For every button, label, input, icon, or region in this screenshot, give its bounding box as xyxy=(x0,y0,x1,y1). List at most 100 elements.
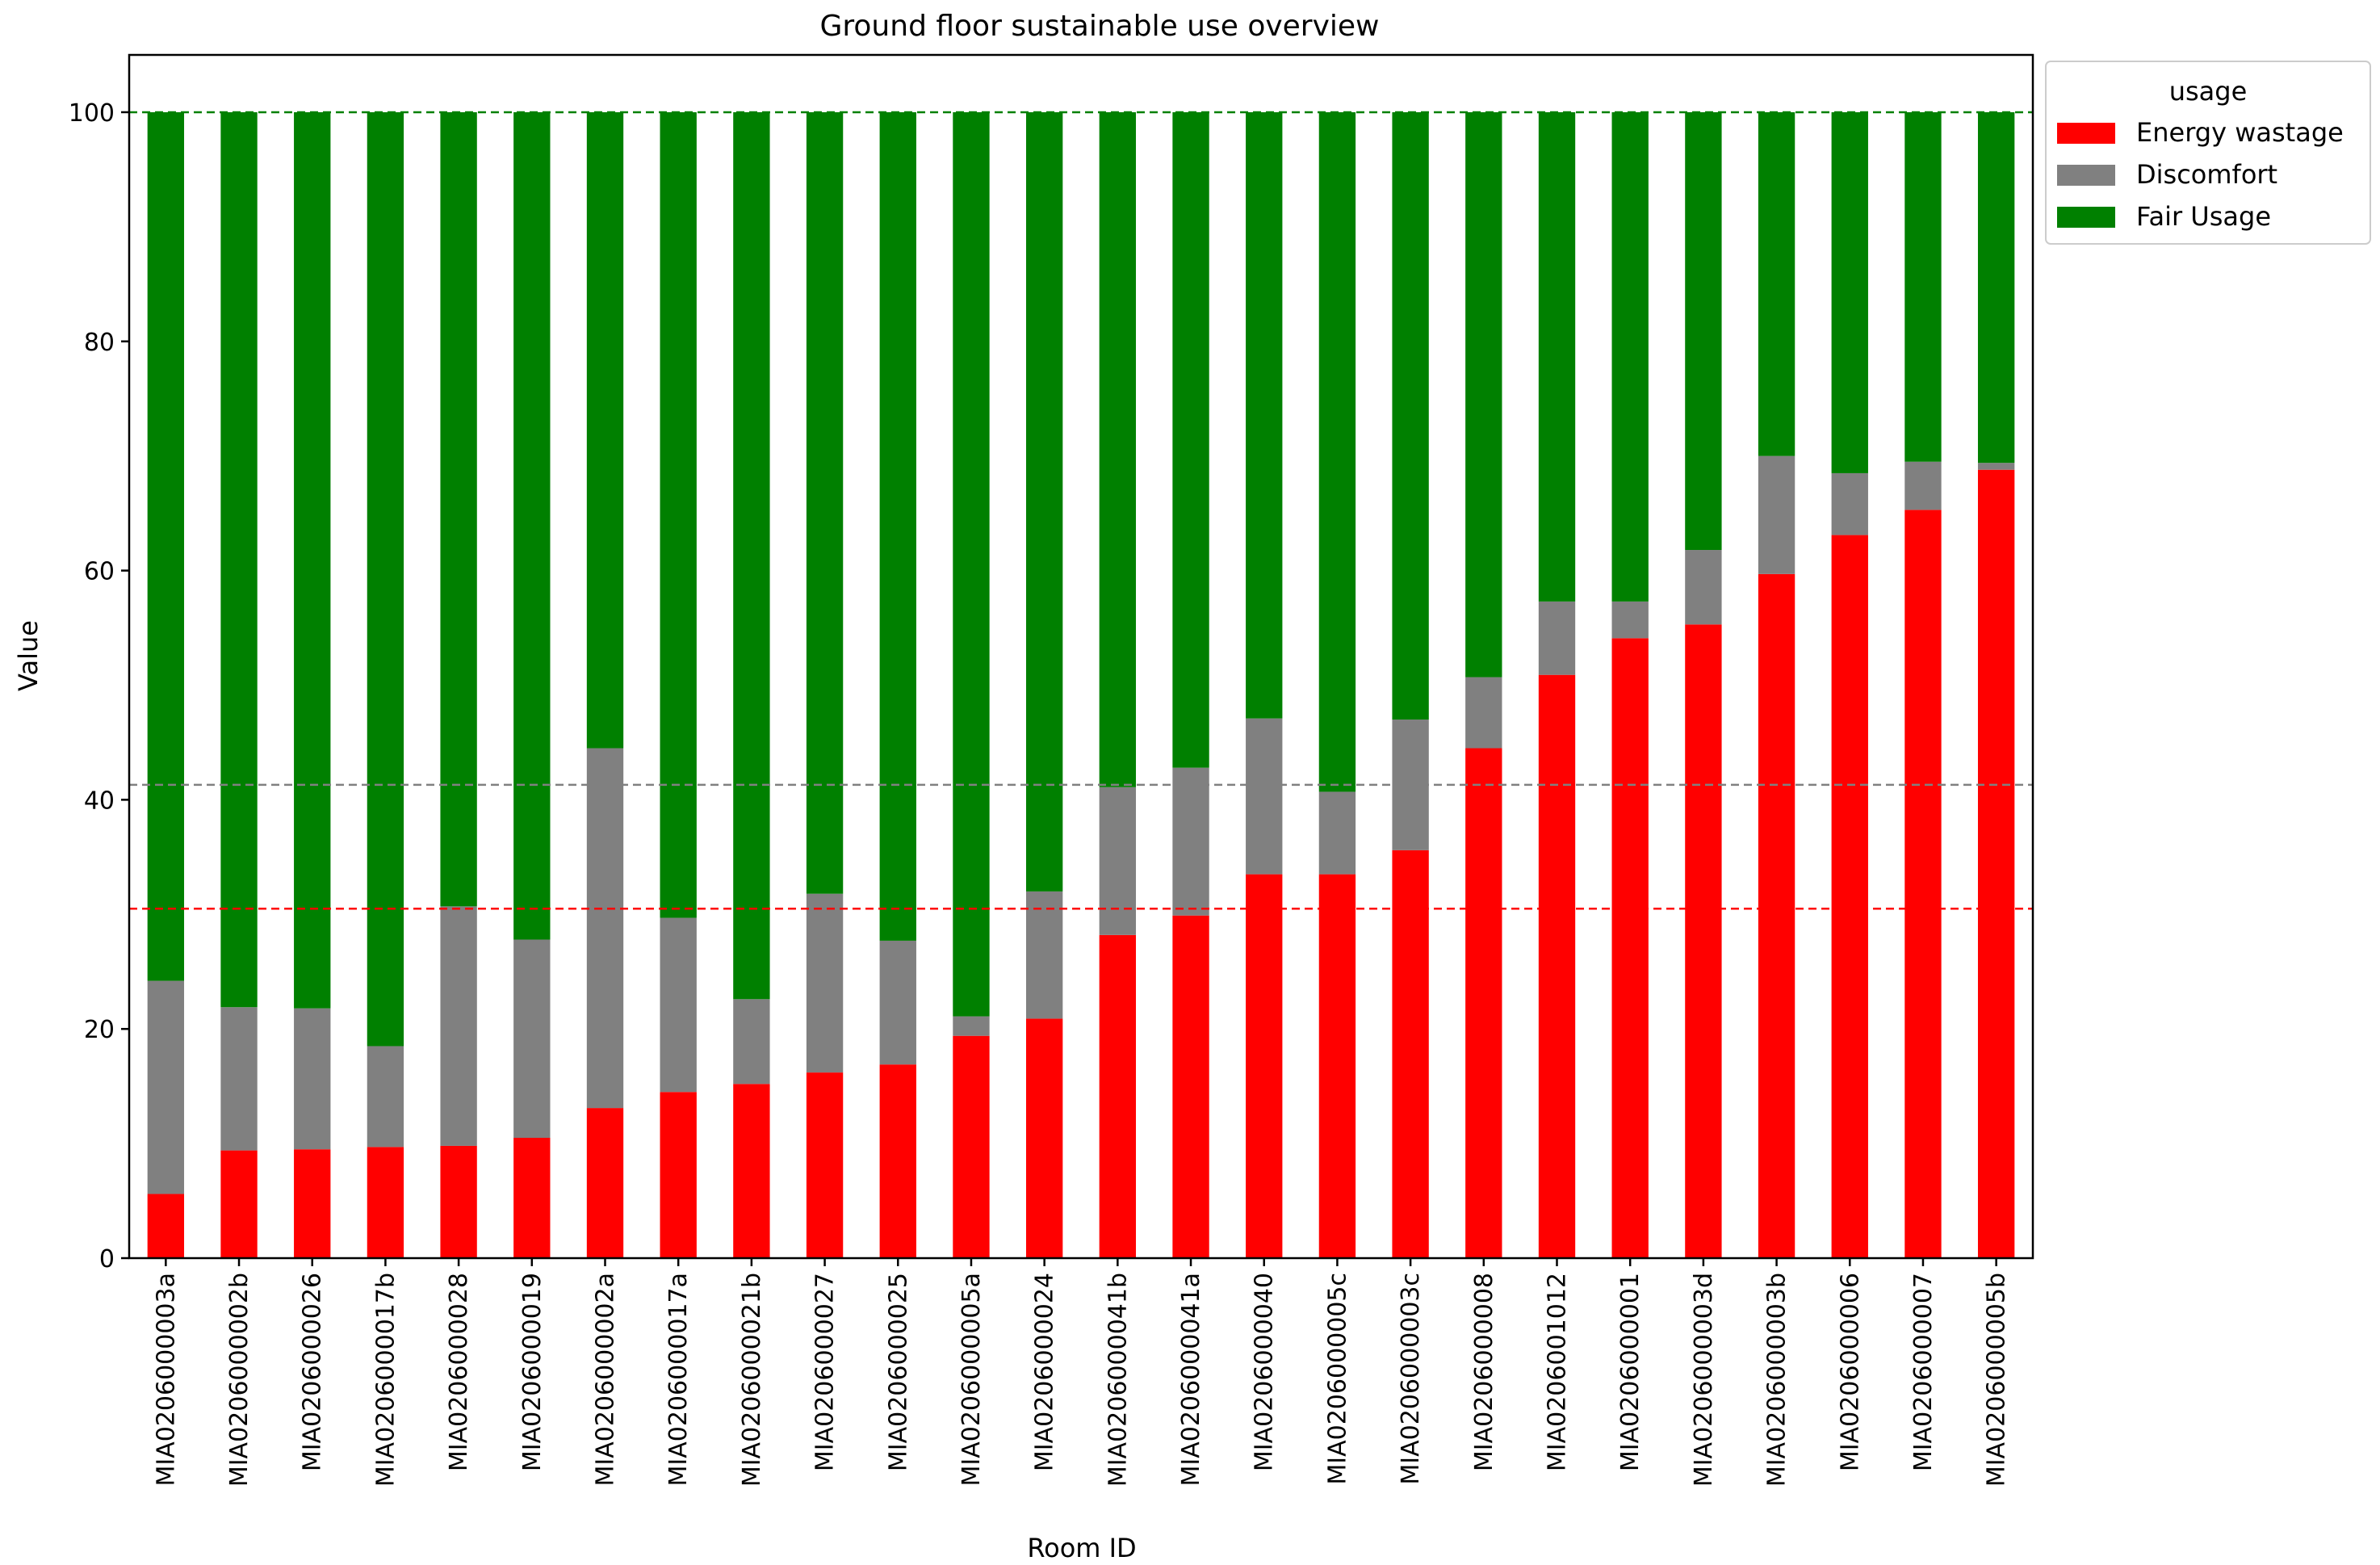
x-tick-label-20: MIA0206000001 xyxy=(1616,1273,1645,1471)
bar-fair-usage-5 xyxy=(513,111,551,940)
bar-discomfort-11 xyxy=(953,1016,990,1036)
bar-energy-wastage-14 xyxy=(1172,915,1209,1258)
y-tick-label-40: 40 xyxy=(84,787,115,815)
bar-fair-usage-9 xyxy=(806,111,844,894)
bar-energy-wastage-17 xyxy=(1392,850,1429,1258)
bar-energy-wastage-18 xyxy=(1465,748,1502,1258)
bar-fair-usage-12 xyxy=(1025,111,1063,892)
bar-discomfort-6 xyxy=(586,748,624,1109)
bar-energy-wastage-10 xyxy=(879,1064,916,1258)
bar-fair-usage-24 xyxy=(1904,111,1942,462)
bar-discomfort-24 xyxy=(1904,461,1942,510)
x-tick-label-22: MIA0206000003b xyxy=(1763,1273,1791,1487)
bar-discomfort-0 xyxy=(147,980,185,1194)
bar-energy-wastage-22 xyxy=(1758,573,1795,1258)
x-axis-label: Room ID xyxy=(1027,1533,1136,1563)
x-tick-label-2: MIA0206000026 xyxy=(299,1273,327,1471)
bar-fair-usage-16 xyxy=(1318,111,1356,792)
bar-energy-wastage-9 xyxy=(806,1072,844,1258)
bar-discomfort-5 xyxy=(513,939,551,1138)
bar-energy-wastage-13 xyxy=(1099,934,1137,1258)
bar-energy-wastage-2 xyxy=(294,1149,331,1258)
bar-energy-wastage-23 xyxy=(1831,535,1868,1258)
legend-swatch-fair-usage xyxy=(2057,207,2115,228)
bar-energy-wastage-21 xyxy=(1685,624,1722,1258)
x-tick-label-14: MIA0206000041a xyxy=(1177,1273,1205,1487)
bar-discomfort-21 xyxy=(1685,550,1722,625)
bars-layer xyxy=(147,111,2015,1258)
x-tick-label-19: MIA0206001012 xyxy=(1544,1273,1572,1471)
bar-fair-usage-15 xyxy=(1246,111,1283,719)
bar-fair-usage-8 xyxy=(733,111,770,1000)
bar-discomfort-25 xyxy=(1977,463,2015,470)
bar-energy-wastage-7 xyxy=(660,1092,697,1258)
bar-energy-wastage-8 xyxy=(733,1084,770,1258)
bar-fair-usage-20 xyxy=(1611,111,1649,602)
bar-discomfort-2 xyxy=(294,1008,331,1150)
bar-energy-wastage-4 xyxy=(440,1145,477,1258)
bar-discomfort-16 xyxy=(1318,791,1356,875)
bar-energy-wastage-6 xyxy=(586,1108,624,1258)
y-tick-label-80: 80 xyxy=(84,329,115,357)
legend-swatch-energy-wastage xyxy=(2057,123,2115,144)
x-tick-label-25: MIA0206000005b xyxy=(1983,1273,2011,1487)
bar-fair-usage-25 xyxy=(1977,111,2015,464)
legend-title: usage xyxy=(2169,76,2248,107)
bar-energy-wastage-19 xyxy=(1538,674,1576,1258)
y-tick-label-20: 20 xyxy=(84,1016,115,1044)
x-tick-label-1: MIA0206000002b xyxy=(225,1273,254,1487)
plot-frame xyxy=(128,53,2034,1260)
bar-discomfort-23 xyxy=(1831,472,1868,535)
x-tick-label-23: MIA0206000006 xyxy=(1836,1273,1864,1471)
x-tick-label-4: MIA0206000028 xyxy=(445,1273,473,1471)
bar-fair-usage-23 xyxy=(1831,111,1868,473)
y-axis-label: Value xyxy=(13,620,44,691)
bar-discomfort-1 xyxy=(220,1007,258,1151)
x-tick-label-12: MIA0206000024 xyxy=(1031,1273,1059,1471)
bar-fair-usage-22 xyxy=(1758,111,1795,456)
x-tick-label-6: MIA0206000002a xyxy=(592,1273,620,1487)
bar-discomfort-18 xyxy=(1465,677,1502,749)
legend-box xyxy=(2045,61,2371,245)
bar-energy-wastage-15 xyxy=(1246,874,1283,1258)
y-tick-label-60: 60 xyxy=(84,558,115,586)
bar-discomfort-19 xyxy=(1538,601,1576,675)
bar-discomfort-12 xyxy=(1025,891,1063,1019)
bar-discomfort-8 xyxy=(733,999,770,1085)
x-tick-label-21: MIA0206000003d xyxy=(1690,1273,1718,1487)
bar-fair-usage-6 xyxy=(586,111,624,749)
legend-label-discomfort: Discomfort xyxy=(2136,159,2277,190)
bar-energy-wastage-16 xyxy=(1318,874,1356,1258)
bar-energy-wastage-25 xyxy=(1977,469,2015,1258)
y-tick-label-100: 100 xyxy=(69,99,115,128)
bar-discomfort-9 xyxy=(806,893,844,1073)
legend: usage Energy wastage Discomfort Fair Usage xyxy=(2045,61,2371,245)
bar-discomfort-10 xyxy=(879,940,916,1065)
bar-energy-wastage-20 xyxy=(1611,638,1649,1258)
x-tick-label-5: MIA0206000019 xyxy=(518,1273,547,1471)
x-tick-label-15: MIA0206000040 xyxy=(1251,1273,1279,1471)
x-tick-label-0: MIA0206000003a xyxy=(152,1273,180,1487)
bar-discomfort-20 xyxy=(1611,601,1649,639)
bar-energy-wastage-12 xyxy=(1025,1018,1063,1258)
y-tick-label-0: 0 xyxy=(99,1245,115,1273)
legend-swatch-discomfort xyxy=(2057,165,2115,186)
x-tick-label-24: MIA0206000007 xyxy=(1909,1273,1938,1471)
x-tick-label-10: MIA0206000025 xyxy=(884,1273,912,1471)
bar-discomfort-3 xyxy=(367,1046,404,1148)
legend-label-energy-wastage: Energy wastage xyxy=(2136,117,2344,148)
bar-fair-usage-7 xyxy=(660,111,697,918)
bar-energy-wastage-11 xyxy=(953,1035,990,1258)
x-tick-label-3: MIA0206000017b xyxy=(371,1273,400,1487)
x-tick-label-7: MIA0206000017a xyxy=(664,1273,693,1487)
bar-fair-usage-18 xyxy=(1465,111,1502,678)
x-tick-label-11: MIA0206000005a xyxy=(957,1273,986,1487)
bar-fair-usage-0 xyxy=(147,111,185,981)
bar-energy-wastage-5 xyxy=(513,1138,551,1258)
x-tick-label-17: MIA0206000003c xyxy=(1397,1273,1425,1485)
bar-fair-usage-2 xyxy=(294,111,331,1009)
bar-energy-wastage-1 xyxy=(220,1150,258,1258)
bar-discomfort-4 xyxy=(440,906,477,1146)
x-tick-label-16: MIA0206000005c xyxy=(1323,1273,1351,1485)
